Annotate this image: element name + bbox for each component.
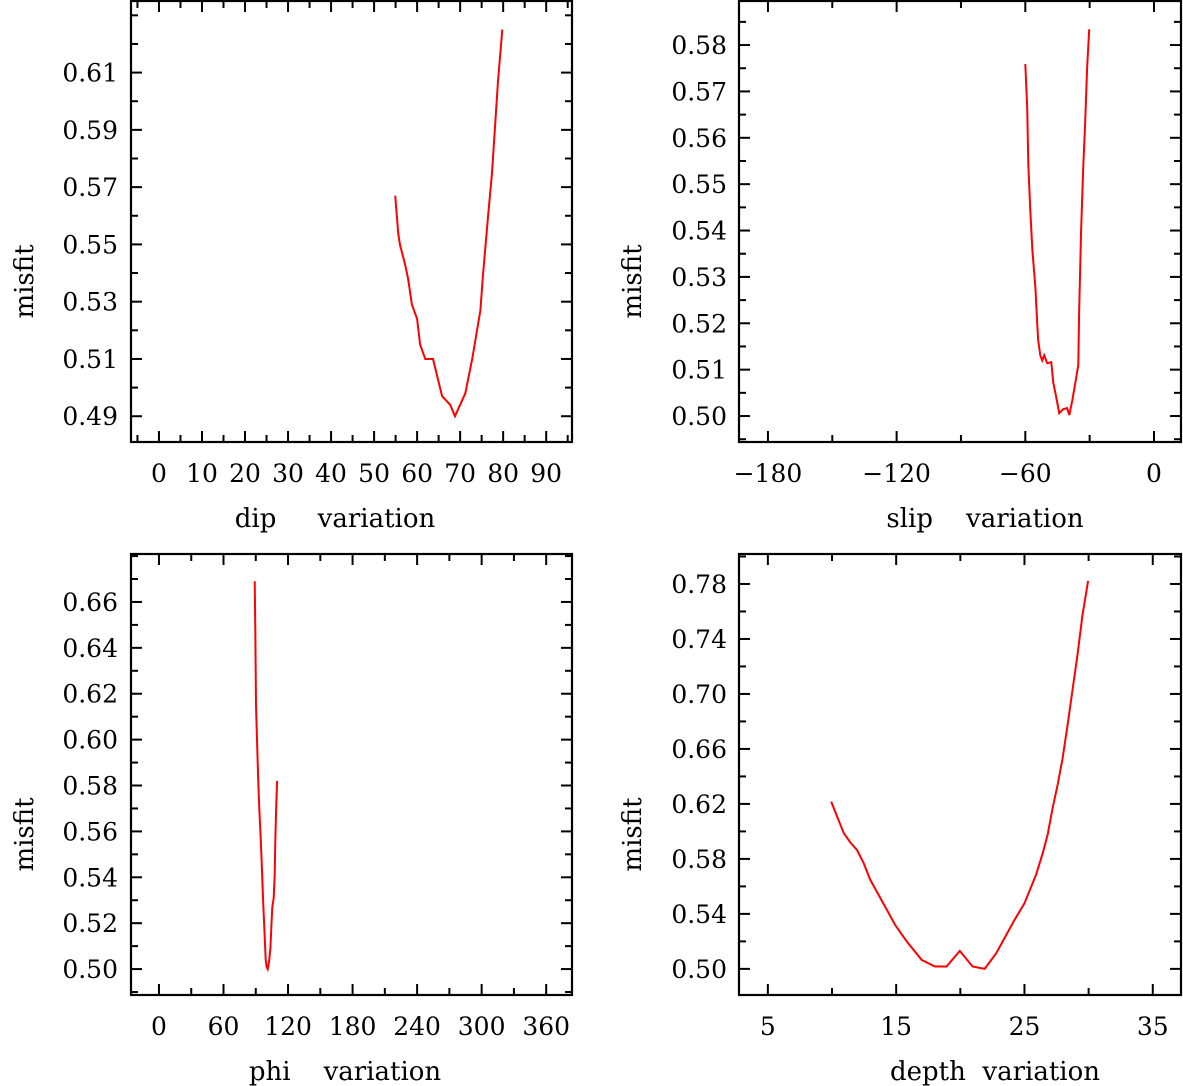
y-axis-title: misfit: [10, 244, 40, 319]
x-tick-label: 0: [151, 459, 167, 488]
y-tick-label: 0.58: [671, 845, 727, 874]
x-tick-label: 20: [229, 459, 261, 488]
x-tick-label: −60: [999, 459, 1052, 488]
y-tick-label: 0.57: [671, 77, 727, 106]
x-tick-label: 30: [272, 459, 304, 488]
series-line-misfit: [394, 29, 504, 419]
y-axis-title: misfit: [618, 244, 648, 319]
y-tick-label: 0.56: [671, 124, 727, 153]
y-tick-label: 0.51: [671, 356, 727, 385]
y-tick-label: 0.62: [62, 680, 118, 709]
x-tick-label: 0: [1146, 459, 1162, 488]
y-tick-label: 0.50: [62, 955, 118, 984]
series-line-misfit: [1024, 29, 1091, 416]
y-tick-label: 0.62: [671, 790, 727, 819]
y-tick-label: 0.50: [671, 955, 727, 984]
y-tick-label: 0.56: [62, 817, 118, 846]
x-tick-label: 35: [1137, 1012, 1169, 1041]
y-tick-label: 0.50: [671, 402, 727, 431]
x-tick-label: 240: [393, 1012, 441, 1041]
y-tick-label: 0.70: [671, 680, 727, 709]
x-tick-label: 180: [329, 1012, 377, 1041]
y-tick-label: 0.53: [671, 263, 727, 292]
subplot-3: 0 60 120 180 240 300 360 0.50 0.52 0.54 0.56 0.58 0.…: [10, 552, 574, 1086]
x-tick-label: 15: [880, 1012, 912, 1041]
y-tick-label: 0.57: [62, 173, 118, 202]
y-tick-label: 0.54: [671, 217, 727, 246]
series-line-misfit: [253, 581, 279, 973]
y-axis-title: misfit: [10, 797, 40, 872]
y-tick-label: 0.59: [62, 116, 118, 145]
x-axis-title: dip variation: [235, 504, 436, 534]
x-tick-label: 60: [208, 1012, 240, 1041]
y-tick-label: 0.55: [671, 170, 727, 199]
subplot-4: 5 15 25 35 0.50 0.54 0.58 0.62 0.66 0.70 0.74 0.78 d…: [618, 552, 1183, 1086]
x-axis-title: phi variation: [249, 1057, 442, 1086]
y-tick-label: 0.54: [62, 863, 118, 892]
y-tick-label: 0.55: [62, 230, 118, 259]
y-tick-label: 0.54: [671, 900, 727, 929]
x-tick-label: 120: [264, 1012, 312, 1041]
x-tick-label: 70: [444, 459, 476, 488]
y-tick-label: 0.52: [62, 909, 118, 938]
y-axis-title: misfit: [618, 797, 648, 872]
y-tick-label: 0.64: [62, 634, 118, 663]
y-tick-label: 0.58: [62, 772, 118, 801]
plot-frame: [129, 0, 574, 444]
x-tick-label: 50: [358, 459, 390, 488]
y-tick-label: 0.78: [671, 570, 727, 599]
subplot-1: 0 10 20 30 40 50 60 70 80 90 0.49 0.51 0.53 0.55 0.57 0…: [10, 0, 574, 534]
x-axis-title: slip variation: [886, 504, 1084, 534]
x-tick-label: 10: [186, 459, 218, 488]
plot-frame: [129, 552, 574, 997]
x-axis-title: depth variation: [890, 1057, 1100, 1086]
y-tick-label: 0.49: [62, 402, 118, 431]
y-tick-label: 0.53: [62, 288, 118, 317]
y-tick-label: 0.74: [671, 625, 727, 654]
y-tick-label: 0.60: [62, 726, 118, 755]
x-tick-label: 40: [315, 459, 347, 488]
x-tick-label: 90: [530, 459, 562, 488]
x-tick-label: 360: [522, 1012, 570, 1041]
x-tick-label: −180: [734, 459, 803, 488]
y-tick-label: 0.61: [62, 59, 118, 88]
subplot-2: −180 −120 −60 0 0.50 0.51 0.52 0.53 0.54 0.55 0.56…: [618, 0, 1183, 534]
y-tick-label: 0.58: [671, 31, 727, 60]
plot-frame: [737, 552, 1183, 997]
x-tick-label: 300: [458, 1012, 506, 1041]
y-tick-label: 0.66: [671, 735, 727, 764]
y-tick-label: 0.66: [62, 588, 118, 617]
x-tick-label: −120: [862, 459, 931, 488]
y-tick-label: 0.51: [62, 345, 118, 374]
x-tick-label: 60: [401, 459, 433, 488]
x-tick-label: 25: [1009, 1012, 1041, 1041]
y-tick-label: 0.52: [671, 309, 727, 338]
x-tick-label: 5: [760, 1012, 776, 1041]
series-line-misfit: [830, 580, 1090, 971]
x-tick-label: 0: [151, 1012, 167, 1041]
plot-frame: [737, 0, 1183, 444]
x-tick-label: 80: [487, 459, 519, 488]
